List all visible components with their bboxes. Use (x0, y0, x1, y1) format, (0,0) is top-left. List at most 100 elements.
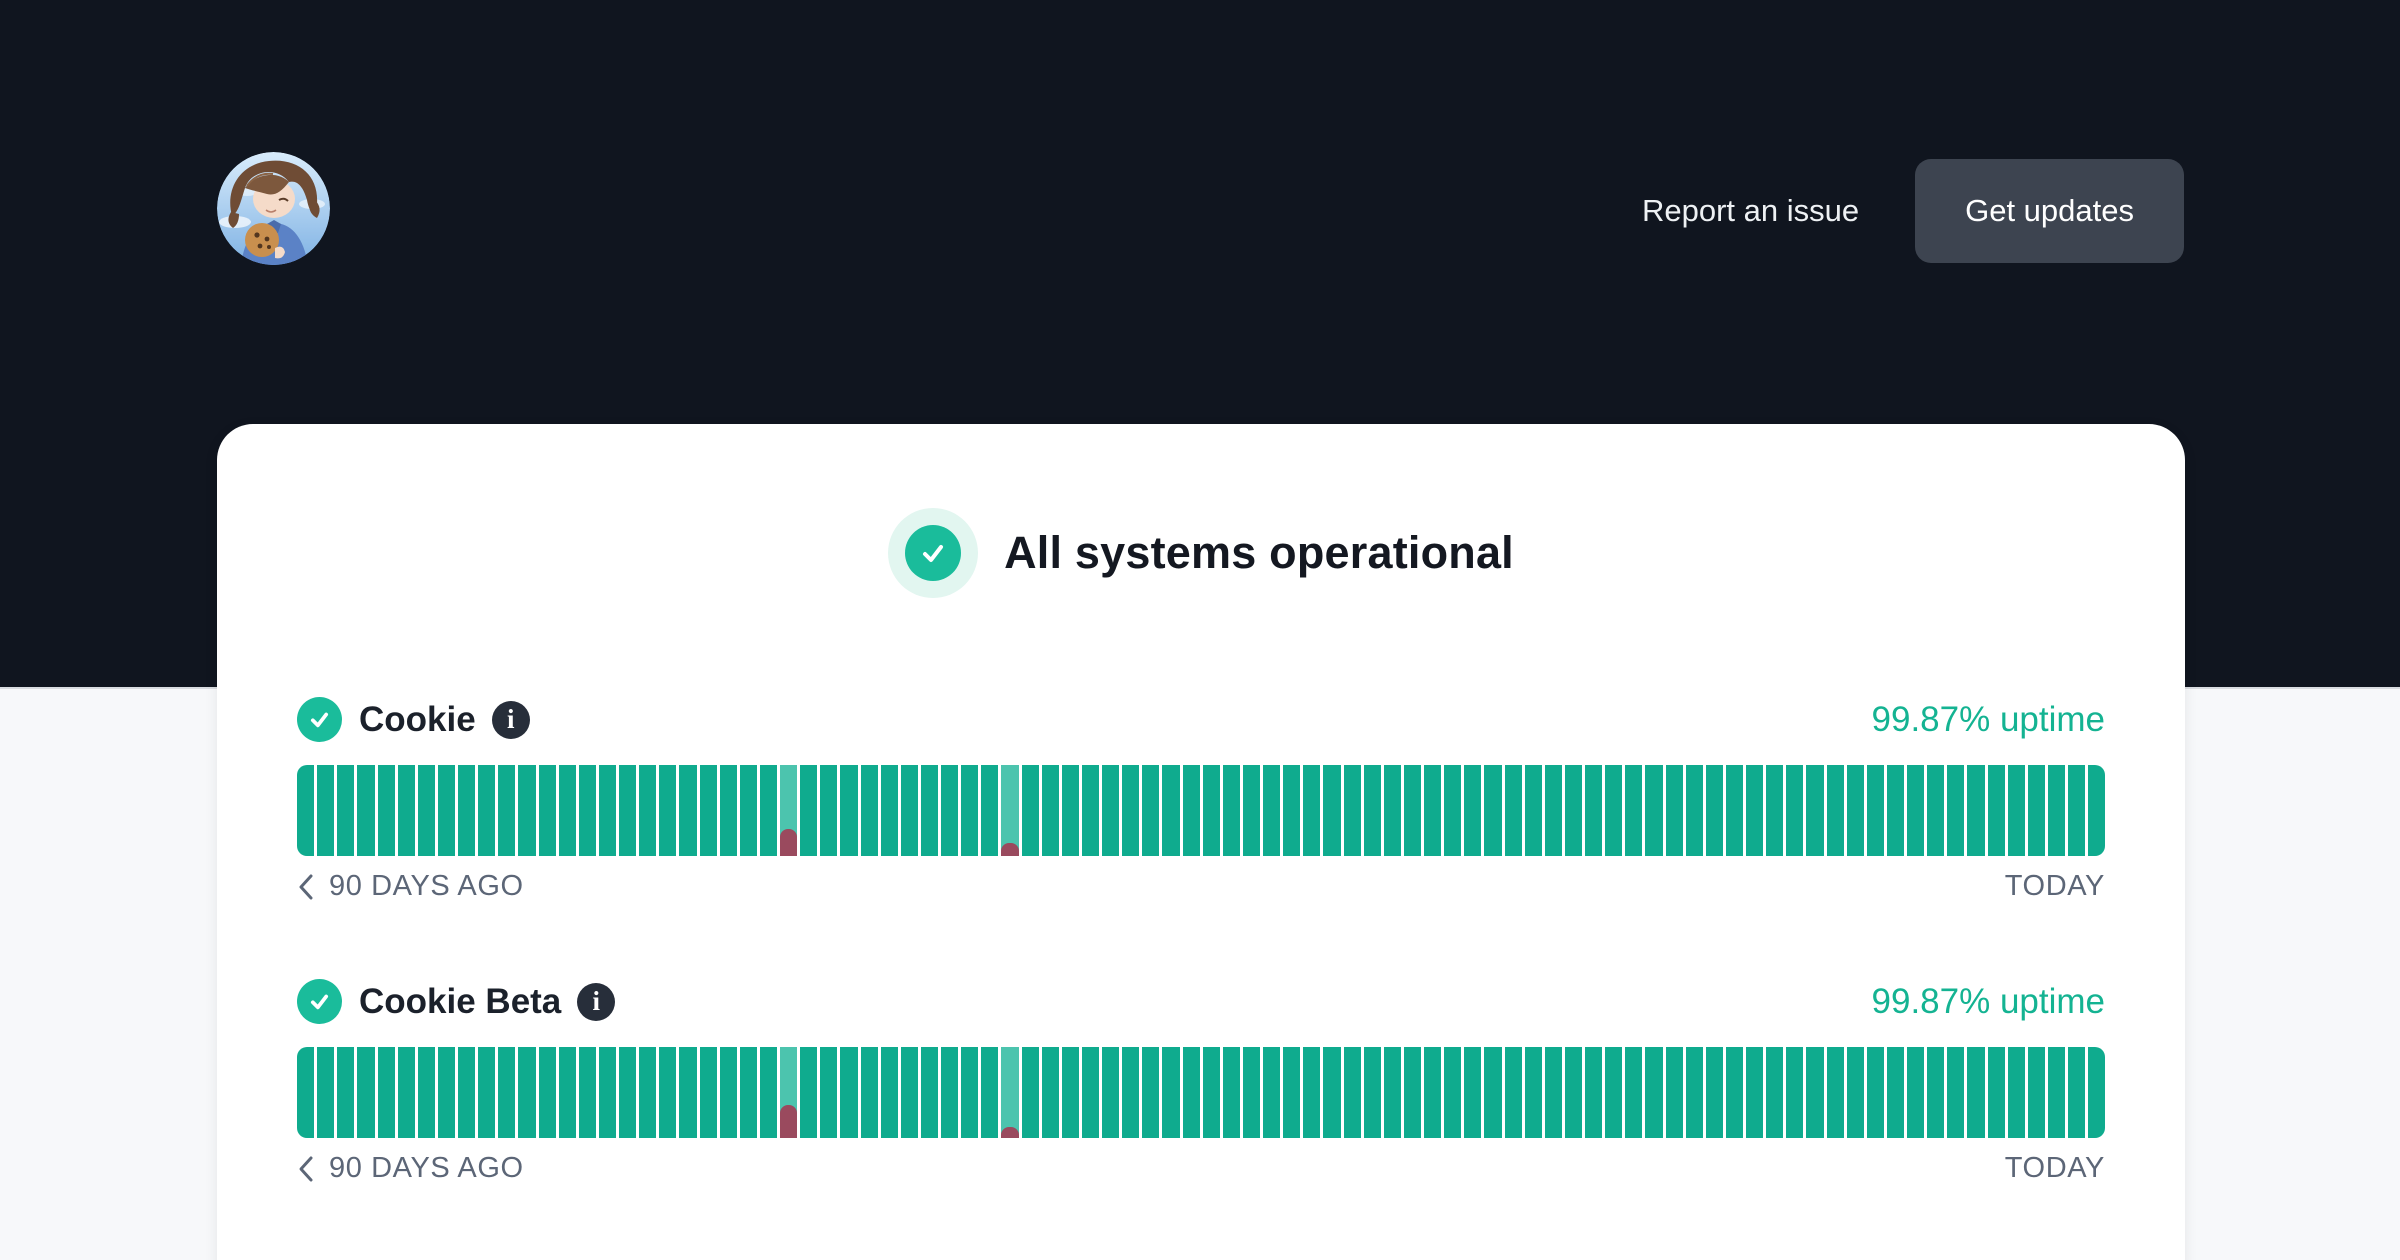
uptime-bar[interactable] (1524, 1047, 1542, 1138)
uptime-bar[interactable] (1222, 1047, 1240, 1138)
uptime-bar[interactable] (1625, 765, 1643, 856)
uptime-bar[interactable] (1725, 1047, 1743, 1138)
uptime-bar[interactable] (1102, 1047, 1120, 1138)
uptime-bar[interactable] (1544, 1047, 1562, 1138)
uptime-bar[interactable] (1484, 765, 1502, 856)
uptime-bar[interactable] (1705, 765, 1723, 856)
uptime-bar[interactable] (1886, 765, 1904, 856)
uptime-bar[interactable] (2007, 1047, 2025, 1138)
uptime-bar[interactable] (377, 765, 395, 856)
uptime-bar[interactable] (1122, 765, 1140, 856)
uptime-bar[interactable] (1343, 765, 1361, 856)
uptime-bar[interactable] (900, 765, 918, 856)
uptime-bar[interactable] (337, 765, 355, 856)
uptime-bar[interactable] (1323, 765, 1341, 856)
uptime-bar[interactable] (1645, 765, 1663, 856)
uptime-bar[interactable] (437, 1047, 455, 1138)
uptime-bar[interactable] (1504, 765, 1522, 856)
uptime-bar[interactable] (679, 765, 697, 856)
info-icon[interactable]: i (577, 982, 616, 1021)
uptime-bar[interactable] (1766, 765, 1784, 856)
uptime-bar[interactable] (1967, 1047, 1985, 1138)
uptime-bar[interactable] (1444, 1047, 1462, 1138)
uptime-bar[interactable] (1866, 1047, 1884, 1138)
uptime-bar[interactable] (558, 1047, 576, 1138)
uptime-bar[interactable] (1283, 765, 1301, 856)
axis-prev-range[interactable]: 90 DAYS AGO (297, 870, 524, 903)
uptime-bar[interactable] (1383, 1047, 1401, 1138)
uptime-bar[interactable] (699, 1047, 717, 1138)
uptime-bar[interactable] (1263, 1047, 1281, 1138)
uptime-bar[interactable] (458, 1047, 476, 1138)
uptime-bar[interactable] (498, 1047, 516, 1138)
info-icon[interactable]: i (491, 700, 530, 739)
uptime-bar[interactable] (1665, 1047, 1683, 1138)
uptime-bar[interactable] (1564, 765, 1582, 856)
uptime-bar[interactable] (1484, 1047, 1502, 1138)
uptime-bar[interactable] (1685, 1047, 1703, 1138)
uptime-bar[interactable] (1866, 765, 1884, 856)
uptime-bar[interactable] (941, 1047, 959, 1138)
uptime-bar[interactable] (1102, 765, 1120, 856)
uptime-bar[interactable] (1464, 765, 1482, 856)
uptime-bar[interactable] (1303, 765, 1321, 856)
uptime-bar[interactable] (437, 765, 455, 856)
uptime-bar[interactable] (1081, 765, 1099, 856)
uptime-bar[interactable] (1001, 1047, 1019, 1138)
uptime-bar[interactable] (1907, 765, 1925, 856)
uptime-bar[interactable] (1041, 1047, 1059, 1138)
uptime-bar[interactable] (578, 1047, 596, 1138)
uptime-bar[interactable] (840, 765, 858, 856)
uptime-bar[interactable] (417, 1047, 435, 1138)
uptime-bar[interactable] (1444, 765, 1462, 856)
uptime-bar[interactable] (1142, 1047, 1160, 1138)
uptime-bar[interactable] (981, 1047, 999, 1138)
uptime-bar[interactable] (458, 765, 476, 856)
uptime-bar[interactable] (417, 765, 435, 856)
uptime-bar[interactable] (619, 765, 637, 856)
uptime-bar[interactable] (1021, 765, 1039, 856)
uptime-bar[interactable] (1927, 765, 1945, 856)
uptime-bar[interactable] (1826, 1047, 1844, 1138)
uptime-bar[interactable] (1424, 765, 1442, 856)
uptime-bar[interactable] (1927, 1047, 1945, 1138)
uptime-bar[interactable] (2068, 1047, 2086, 1138)
uptime-bar[interactable] (840, 1047, 858, 1138)
uptime-bar[interactable] (1987, 765, 2005, 856)
uptime-bar[interactable] (1947, 765, 1965, 856)
uptime-bar[interactable] (1585, 1047, 1603, 1138)
uptime-bar[interactable] (920, 765, 938, 856)
get-updates-button[interactable]: Get updates (1915, 159, 2184, 263)
uptime-bar[interactable] (1826, 765, 1844, 856)
uptime-bar[interactable] (337, 1047, 355, 1138)
uptime-bar[interactable] (1504, 1047, 1522, 1138)
uptime-bar[interactable] (1907, 1047, 1925, 1138)
uptime-bar[interactable] (860, 1047, 878, 1138)
uptime-bar[interactable] (739, 765, 757, 856)
uptime-bar[interactable] (860, 765, 878, 856)
uptime-bar[interactable] (1605, 765, 1623, 856)
uptime-bar[interactable] (1544, 765, 1562, 856)
uptime-bar[interactable] (2027, 765, 2045, 856)
uptime-bar[interactable] (1806, 1047, 1824, 1138)
uptime-bars[interactable] (297, 1047, 2105, 1138)
uptime-bar[interactable] (880, 1047, 898, 1138)
uptime-bar[interactable] (1242, 765, 1260, 856)
uptime-bar[interactable] (1021, 1047, 1039, 1138)
uptime-bar[interactable] (1162, 1047, 1180, 1138)
uptime-bar[interactable] (619, 1047, 637, 1138)
uptime-bar[interactable] (739, 1047, 757, 1138)
uptime-bar[interactable] (297, 1047, 315, 1138)
uptime-bar[interactable] (679, 1047, 697, 1138)
uptime-bar[interactable] (1061, 1047, 1079, 1138)
uptime-bar[interactable] (659, 1047, 677, 1138)
uptime-bar[interactable] (2027, 1047, 2045, 1138)
uptime-bar[interactable] (981, 765, 999, 856)
uptime-bar[interactable] (1564, 1047, 1582, 1138)
uptime-bar[interactable] (1705, 1047, 1723, 1138)
uptime-bar[interactable] (1403, 1047, 1421, 1138)
uptime-bar[interactable] (1242, 1047, 1260, 1138)
uptime-bar[interactable] (699, 765, 717, 856)
uptime-bar[interactable] (2088, 765, 2105, 856)
uptime-bar[interactable] (357, 1047, 375, 1138)
